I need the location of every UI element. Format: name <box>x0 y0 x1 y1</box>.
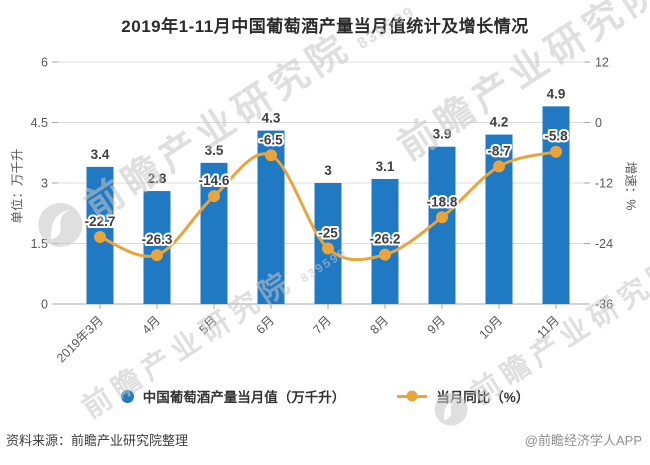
bar <box>371 178 399 304</box>
line-point <box>322 242 334 255</box>
bar <box>542 106 570 304</box>
line-point <box>208 190 220 203</box>
x-axis-tick-label: 7月 <box>310 313 334 337</box>
line-point <box>94 230 106 243</box>
right-axis-tick-label: -24 <box>595 237 613 251</box>
line-value-label: -6.5 <box>259 132 283 147</box>
right-axis-tick-label: 0 <box>595 116 602 130</box>
x-axis-tick-label: 2019年3月 <box>54 313 106 365</box>
x-axis-tick-label: 10月 <box>477 313 506 342</box>
legend: 中国葡萄酒产量当月值（万千升） 当月同比（%） <box>0 386 650 406</box>
line-value-label: -22.7 <box>85 214 116 229</box>
credit-note: @前瞻经济学人APP <box>524 433 642 448</box>
legend-label-yoy: 当月同比（%） <box>436 390 530 405</box>
line-point <box>550 145 562 158</box>
left-axis-tick-label: 4.5 <box>31 116 48 130</box>
x-axis-tick-label: 11月 <box>534 313 562 341</box>
x-axis-tick-label: 5月 <box>196 313 220 337</box>
line-point <box>493 160 505 173</box>
bar-value-label: 3.9 <box>433 127 452 142</box>
line-value-label: -8.7 <box>487 143 510 158</box>
source-note: 资料来源：前瞻产业研究院整理 <box>6 433 189 448</box>
line-value-label: -26.3 <box>142 232 173 247</box>
line-point <box>151 249 163 262</box>
right-axis-tick-label: -12 <box>595 177 613 191</box>
line-value-label: -14.6 <box>199 173 230 188</box>
line-point <box>265 149 277 162</box>
bar-value-label: 3.4 <box>91 147 110 162</box>
right-axis-tick-label: 12 <box>595 56 609 70</box>
right-axis-tick-label: -36 <box>595 298 613 312</box>
bar-value-label: 4.2 <box>490 115 509 130</box>
x-axis-tick-label: 9月 <box>424 313 448 337</box>
line-value-label: -5.8 <box>544 129 568 144</box>
x-axis-tick-label: 6月 <box>253 313 277 337</box>
yoy-line <box>99 150 557 262</box>
chart-title: 2019年1-11月中国葡萄酒产量当月值统计及增长情况 <box>121 17 529 36</box>
x-axis-tick-label: 4月 <box>139 313 163 337</box>
x-axis-tick-label: 8月 <box>367 313 391 337</box>
bar-value-label: 4.3 <box>262 111 281 126</box>
legend-item-yoy: 当月同比（%） <box>397 386 529 406</box>
bar-series-marker-icon <box>120 389 134 403</box>
bar-value-label: 3.5 <box>205 143 224 158</box>
bar-value-label: 3.1 <box>376 159 395 174</box>
line-value-label: -25 <box>318 226 338 241</box>
left-axis-tick-label: 1.5 <box>31 237 48 251</box>
line-point <box>379 248 391 261</box>
bar-value-label: 2.8 <box>148 171 167 186</box>
bar <box>485 134 513 304</box>
chart-canvas: 0 -36 1.5 -24 3 -12 4.5 0 6 12 2019年3月 4月 5月 6月 7月 8月 9月… <box>31 56 614 366</box>
line-series-marker-icon <box>397 390 428 403</box>
bar-value-label: 4.9 <box>547 86 566 101</box>
line-point <box>436 211 448 224</box>
legend-label-production: 中国葡萄酒产量当月值（万千升） <box>142 390 346 405</box>
left-axis-tick-label: 0 <box>41 298 48 312</box>
legend-item-production: 中国葡萄酒产量当月值（万千升） <box>120 386 346 406</box>
bar <box>143 191 171 304</box>
line-value-label: -18.8 <box>427 194 458 209</box>
left-axis-tick-label: 6 <box>41 56 48 70</box>
line-value-label: -26.2 <box>370 232 401 247</box>
bar-value-label: 3 <box>324 163 332 178</box>
left-axis-tick-label: 3 <box>41 177 48 191</box>
footer: 资料来源：前瞻产业研究院整理 @前瞻经济学人APP <box>6 430 642 449</box>
